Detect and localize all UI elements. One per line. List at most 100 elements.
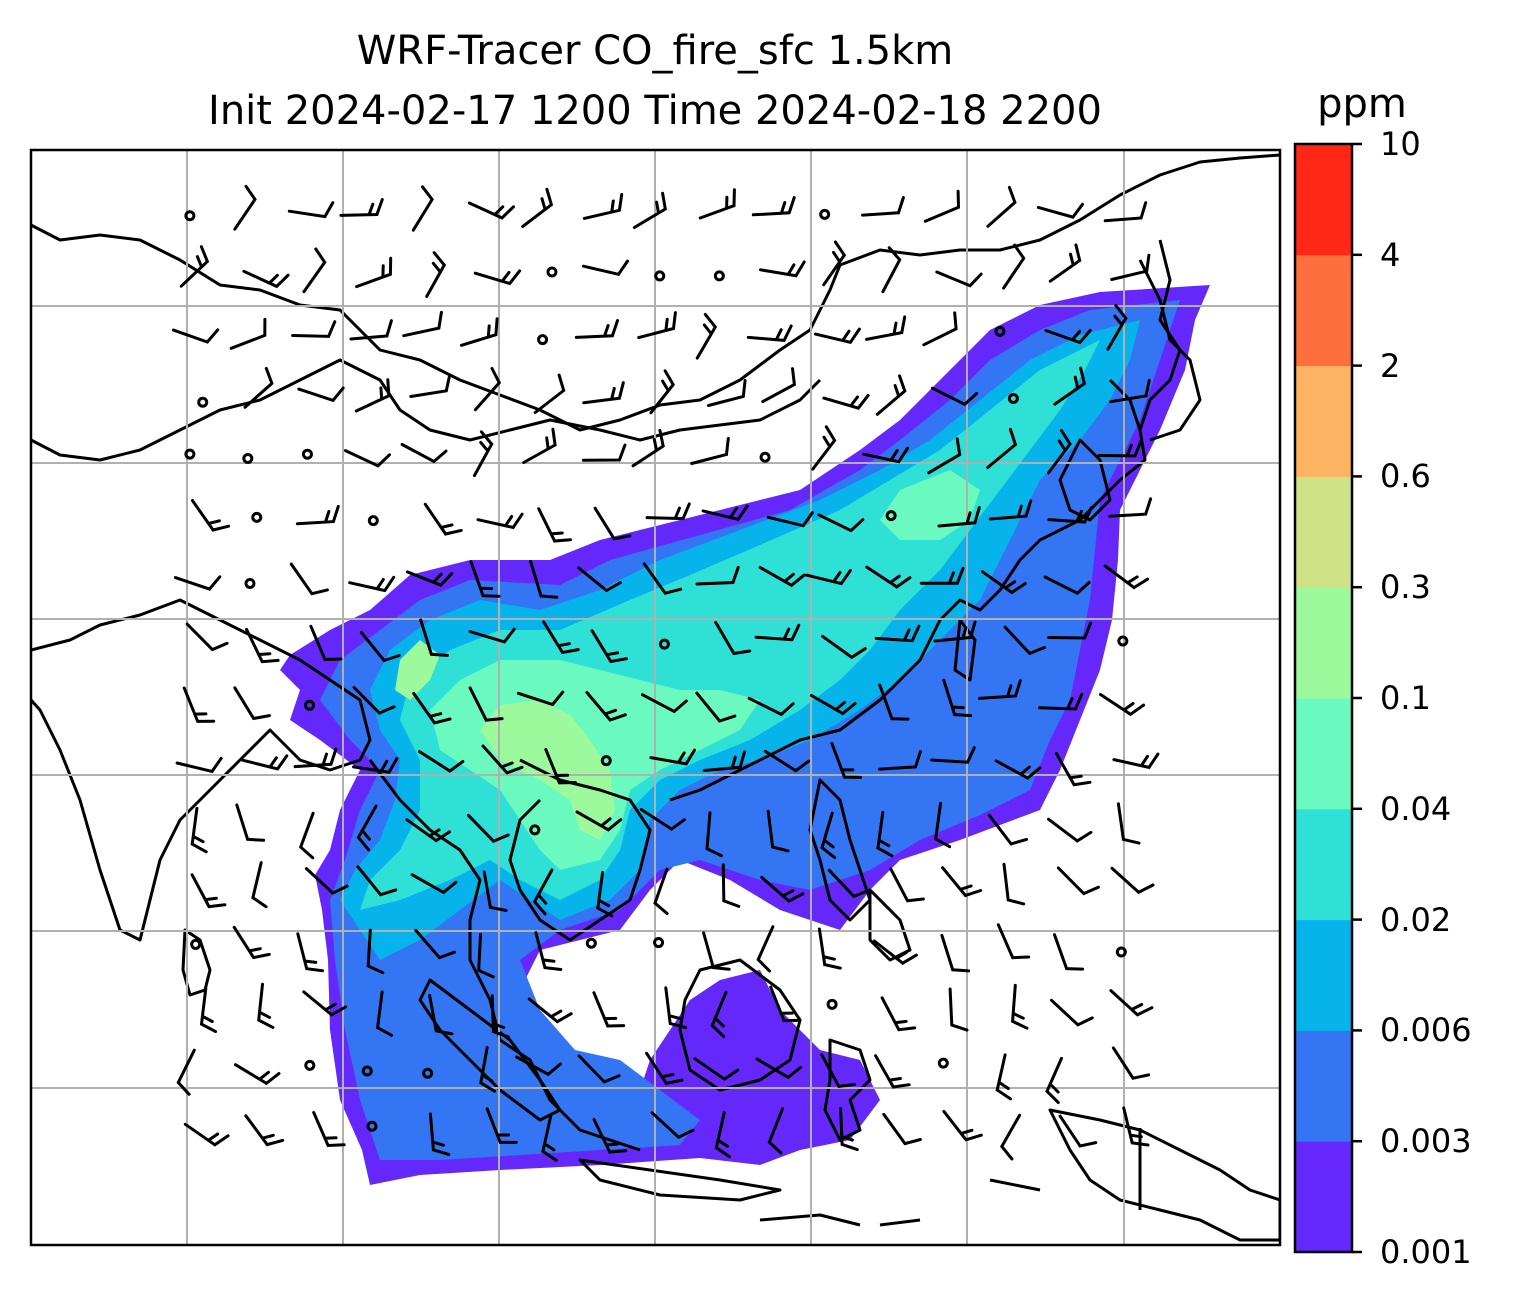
wind-barb: [988, 499, 1033, 521]
wind-barb: [352, 756, 399, 774]
wind-barb: [923, 189, 961, 223]
wind-barb: [1036, 202, 1084, 219]
wind-barb: [980, 570, 1027, 595]
wind-barb: [532, 868, 554, 916]
wind-barb: [880, 996, 917, 1032]
wind-barb: [466, 813, 510, 843]
calm-wind-marker: [826, 998, 838, 1010]
colorbar-swatch-6: [1295, 476, 1352, 588]
calm-wind-marker: [529, 824, 541, 836]
calm-wind-marker: [251, 511, 263, 523]
wind-barb: [1112, 752, 1160, 770]
wind-barb: [649, 369, 676, 415]
wind-barb: [695, 312, 718, 360]
colorbar-swatch-9: [1295, 144, 1352, 256]
map-title-line1: WRF-Tracer CO_fire_sfc 1.5km: [356, 28, 954, 74]
wind-barb: [882, 1112, 922, 1146]
wind-barb: [827, 868, 871, 899]
wind-barb: [251, 861, 268, 909]
wind-barb: [817, 513, 865, 533]
border-central: [31, 358, 822, 462]
wind-barb: [590, 629, 629, 664]
wind-barb: [1108, 497, 1153, 518]
wind-barb: [919, 566, 965, 585]
wind-barb: [516, 690, 565, 707]
wind-barb: [577, 566, 622, 593]
wind-barb: [1103, 201, 1148, 223]
wind-barb: [978, 679, 1022, 700]
wind-barb: [537, 507, 572, 543]
wind-barb: [767, 1107, 785, 1155]
wind-barb: [400, 443, 448, 464]
wind-barb: [1044, 328, 1092, 345]
wind-barb: [1002, 243, 1026, 290]
wind-barb: [754, 623, 801, 642]
coastline-java: [578, 1158, 782, 1202]
wind-barb: [987, 813, 1028, 846]
wind-barb: [878, 750, 922, 771]
wind-barb: [293, 747, 338, 769]
wind-barb: [1054, 751, 1092, 787]
wind-barb: [645, 1051, 684, 1086]
wind-barb: [986, 185, 1017, 228]
wind-barb: [185, 622, 229, 652]
colorbar-tick-label: 0.6: [1380, 457, 1431, 496]
colorbar-swatch-1: [1295, 1030, 1352, 1142]
wind-barb: [1047, 817, 1093, 843]
wind-barb: [414, 928, 456, 960]
wind-barb: [343, 449, 391, 468]
wind-barb: [769, 985, 802, 1023]
wind-barb: [649, 748, 696, 766]
wind-barb: [302, 247, 327, 294]
co-tracer-plume: [280, 285, 1210, 1185]
calm-wind-marker: [184, 210, 196, 222]
wind-barb: [653, 867, 669, 915]
wind-barb: [640, 693, 688, 714]
wind-barb: [862, 446, 910, 464]
wind-barb: [839, 1107, 859, 1152]
wind-barb: [229, 317, 267, 350]
wind-barb: [521, 187, 554, 228]
coastline-newguinea: [1048, 1108, 1280, 1242]
wind-barb: [931, 386, 979, 407]
wind-barb: [664, 986, 688, 1029]
wind-barb: [927, 437, 962, 475]
wind-barb: [766, 809, 790, 853]
wind-barb: [881, 246, 902, 294]
wind-barb: [1116, 802, 1141, 845]
calm-wind-marker: [184, 448, 196, 460]
map-title-line2: Init 2024-02-17 1200 Time 2024-02-18 220…: [208, 88, 1102, 134]
wind-barb: [761, 367, 797, 404]
wind-barb: [356, 804, 378, 852]
wind-barb: [190, 806, 208, 854]
wind-barb: [428, 1112, 451, 1156]
wind-barb: [596, 870, 614, 918]
wind-barb: [861, 196, 905, 217]
calm-wind-marker: [1007, 392, 1019, 404]
calm-wind-marker: [713, 270, 725, 282]
wind-barb: [190, 499, 231, 532]
wind-barb: [1109, 378, 1151, 404]
wind-barb: [710, 990, 728, 1039]
wind-barb: [935, 270, 983, 288]
wind-barb: [986, 427, 1018, 469]
wind-barb: [411, 185, 434, 232]
wind-barb: [175, 756, 223, 774]
calm-wind-marker: [654, 270, 666, 282]
wind-barb: [182, 686, 216, 723]
coastline-lesser-sunda: [759, 1178, 1041, 1227]
wind-barb: [632, 191, 667, 229]
wind-barb: [922, 311, 958, 347]
wind-barb: [813, 327, 861, 344]
wind-barb: [304, 867, 349, 895]
colorbar-tick-label: 0.006: [1380, 1011, 1472, 1050]
colorbar-swatch-4: [1295, 698, 1352, 810]
calm-wind-marker: [759, 451, 771, 463]
wind-barb: [996, 923, 1031, 960]
wind-barb: [865, 565, 912, 589]
wind-barb: [402, 310, 443, 338]
wind-barb: [581, 443, 627, 462]
wind-barb: [522, 427, 557, 464]
wind-barb: [473, 269, 522, 286]
